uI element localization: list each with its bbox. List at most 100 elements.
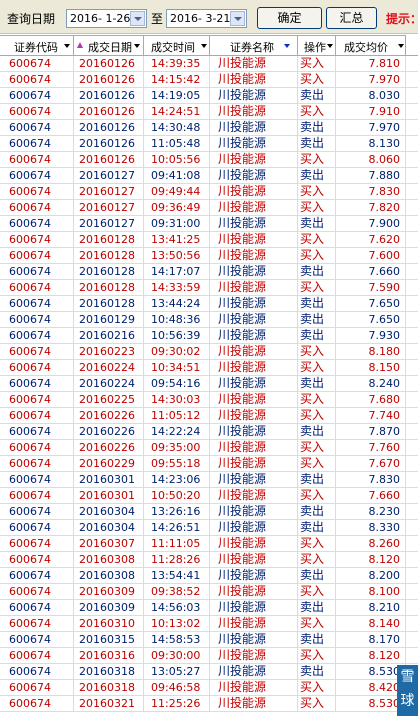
- table-row[interactable]: 600674 20160226 14:22:24 川投能源 卖出 7.870: [0, 424, 418, 440]
- column-header-op[interactable]: 操作: [298, 35, 336, 55]
- cell-price: 7.680: [336, 392, 406, 407]
- table-row[interactable]: 600674 20160126 14:30:48 川投能源 卖出 7.970: [0, 120, 418, 136]
- table-row[interactable]: 600674 20160301 14:23:06 川投能源 卖出 7.830: [0, 472, 418, 488]
- summary-button[interactable]: 汇总: [326, 7, 377, 29]
- table-row[interactable]: 600674 20160127 09:31:00 川投能源 卖出 7.900: [0, 216, 418, 232]
- cell-op: 买入: [298, 648, 336, 663]
- cell-code: 600674: [0, 280, 74, 295]
- table-row[interactable]: 600674 20160316 09:30:00 川投能源 买入 8.120: [0, 648, 418, 664]
- table-row[interactable]: 600674 20160127 09:49:44 川投能源 买入 7.830: [0, 184, 418, 200]
- cell-code: 600674: [0, 632, 74, 647]
- column-header-name[interactable]: 证券名称: [210, 35, 298, 55]
- table-row[interactable]: 600674 20160229 09:55:18 川投能源 买入 7.670: [0, 456, 418, 472]
- table-row[interactable]: 600674 20160308 13:54:41 川投能源 卖出 8.200: [0, 568, 418, 584]
- cell-date: 20160127: [74, 200, 144, 215]
- table-row[interactable]: 600674 20160301 10:50:20 川投能源 买入 7.660: [0, 488, 418, 504]
- table-row[interactable]: 600674 20160128 13:44:24 川投能源 卖出 7.650: [0, 296, 418, 312]
- table-row[interactable]: 600674 20160226 09:35:00 川投能源 买入 7.760: [0, 440, 418, 456]
- cell-price: 8.530: [336, 696, 406, 711]
- table-row[interactable]: 600674 20160126 14:15:42 川投能源 买入 7.970: [0, 72, 418, 88]
- table-row[interactable]: 600674 20160307 11:11:05 川投能源 买入 8.260: [0, 536, 418, 552]
- cell-op: 卖出: [298, 520, 336, 535]
- cell-name: 川投能源: [210, 264, 298, 279]
- end-date-picker[interactable]: 2016- 3-21: [166, 9, 247, 28]
- cell-date: 20160318: [74, 664, 144, 679]
- column-header-price[interactable]: 成交均价: [336, 35, 406, 55]
- cell-price: 7.830: [336, 472, 406, 487]
- cell-date: 20160126: [74, 88, 144, 103]
- table-row[interactable]: 600674 20160224 10:34:51 川投能源 买入 8.150: [0, 360, 418, 376]
- table-row[interactable]: 600674 20160128 13:50:56 川投能源 买入 7.600: [0, 248, 418, 264]
- table-row[interactable]: 600674 20160308 11:28:26 川投能源 买入 8.120: [0, 552, 418, 568]
- table-row[interactable]: 600674 20160309 09:38:52 川投能源 买入 8.100: [0, 584, 418, 600]
- table-row[interactable]: 600674 20160310 10:13:02 川投能源 买入 8.140: [0, 616, 418, 632]
- cell-name: 川投能源: [210, 328, 298, 343]
- column-header-code[interactable]: 证券代码: [0, 35, 74, 55]
- cell-price: 7.650: [336, 312, 406, 327]
- cell-code: 600674: [0, 616, 74, 631]
- cell-time: 13:50:56: [144, 248, 210, 263]
- cell-code: 600674: [0, 216, 74, 231]
- table-row[interactable]: 600674 20160321 11:25:26 川投能源 买入 8.530: [0, 696, 418, 712]
- table-row[interactable]: 600674 20160318 09:46:58 川投能源 买入 8.420: [0, 680, 418, 696]
- table-row[interactable]: 600674 20160126 14:19:05 川投能源 卖出 8.030: [0, 88, 418, 104]
- table-row[interactable]: 600674 20160128 13:41:25 川投能源 买入 7.620: [0, 232, 418, 248]
- cell-name: 川投能源: [210, 568, 298, 583]
- cell-name: 川投能源: [210, 56, 298, 71]
- cell-time: 10:56:39: [144, 328, 210, 343]
- cell-code: 600674: [0, 232, 74, 247]
- cell-date: 20160229: [74, 456, 144, 471]
- cell-code: 600674: [0, 72, 74, 87]
- cell-op: 卖出: [298, 136, 336, 151]
- confirm-button[interactable]: 确定: [257, 7, 322, 29]
- cell-name: 川投能源: [210, 280, 298, 295]
- cell-code: 600674: [0, 136, 74, 151]
- cell-code: 600674: [0, 328, 74, 343]
- cell-name: 川投能源: [210, 584, 298, 599]
- start-date-picker[interactable]: 2016- 1-26: [66, 9, 147, 28]
- table-row[interactable]: 600674 20160225 14:30:03 川投能源 买入 7.680: [0, 392, 418, 408]
- table-row[interactable]: 600674 20160223 09:30:02 川投能源 买入 8.180: [0, 344, 418, 360]
- table-row[interactable]: 600674 20160127 09:41:08 川投能源 卖出 7.880: [0, 168, 418, 184]
- table-row[interactable]: 600674 20160126 14:39:35 川投能源 买入 7.810: [0, 56, 418, 72]
- cell-time: 09:35:00: [144, 440, 210, 455]
- table-row[interactable]: 600674 20160129 10:48:36 川投能源 卖出 7.650: [0, 312, 418, 328]
- cell-code: 600674: [0, 536, 74, 551]
- table-row[interactable]: 600674 20160315 14:58:53 川投能源 卖出 8.170: [0, 632, 418, 648]
- cell-time: 11:11:05: [144, 536, 210, 551]
- sort-down-icon: [398, 44, 404, 48]
- table-row[interactable]: 600674 20160126 14:24:51 川投能源 买入 7.910: [0, 104, 418, 120]
- table-row[interactable]: 600674 20160128 14:17:07 川投能源 卖出 7.660: [0, 264, 418, 280]
- cell-op: 卖出: [298, 504, 336, 519]
- sort-down-icon: [327, 44, 333, 48]
- column-header-date[interactable]: 成交日期: [74, 35, 144, 55]
- watermark-text: 雪球: [400, 669, 415, 709]
- table-row[interactable]: 600674 20160216 10:56:39 川投能源 卖出 7.930: [0, 328, 418, 344]
- table-row[interactable]: 600674 20160309 14:56:03 川投能源 卖出 8.210: [0, 600, 418, 616]
- cell-name: 川投能源: [210, 664, 298, 679]
- table-row[interactable]: 600674 20160128 14:33:59 川投能源 买入 7.590: [0, 280, 418, 296]
- cell-name: 川投能源: [210, 504, 298, 519]
- table-row[interactable]: 600674 20160127 09:36:49 川投能源 买入 7.820: [0, 200, 418, 216]
- cell-code: 600674: [0, 472, 74, 487]
- table-row[interactable]: 600674 20160126 10:05:56 川投能源 买入 8.060: [0, 152, 418, 168]
- cell-op: 买入: [298, 488, 336, 503]
- table-row[interactable]: 600674 20160226 11:05:12 川投能源 买入 7.740: [0, 408, 418, 424]
- chevron-down-icon[interactable]: [230, 11, 245, 26]
- column-header-time[interactable]: 成交时间: [144, 35, 210, 55]
- table-row[interactable]: 600674 20160318 13:05:27 川投能源 卖出 8.530: [0, 664, 418, 680]
- cell-name: 川投能源: [210, 232, 298, 247]
- cell-time: 10:48:36: [144, 312, 210, 327]
- chevron-down-icon[interactable]: [130, 11, 145, 26]
- cell-time: 09:36:49: [144, 200, 210, 215]
- table-row[interactable]: 600674 20160224 09:54:16 川投能源 卖出 8.240: [0, 376, 418, 392]
- cell-name: 川投能源: [210, 248, 298, 263]
- start-date-value: 2016- 1-26: [70, 12, 131, 25]
- cell-price: 7.740: [336, 408, 406, 423]
- cell-op: 买入: [298, 232, 336, 247]
- cell-name: 川投能源: [210, 648, 298, 663]
- table-row[interactable]: 600674 20160304 13:26:16 川投能源 卖出 8.230: [0, 504, 418, 520]
- cell-date: 20160309: [74, 600, 144, 615]
- table-row[interactable]: 600674 20160304 14:26:51 川投能源 卖出 8.330: [0, 520, 418, 536]
- table-row[interactable]: 600674 20160126 11:05:48 川投能源 卖出 8.130: [0, 136, 418, 152]
